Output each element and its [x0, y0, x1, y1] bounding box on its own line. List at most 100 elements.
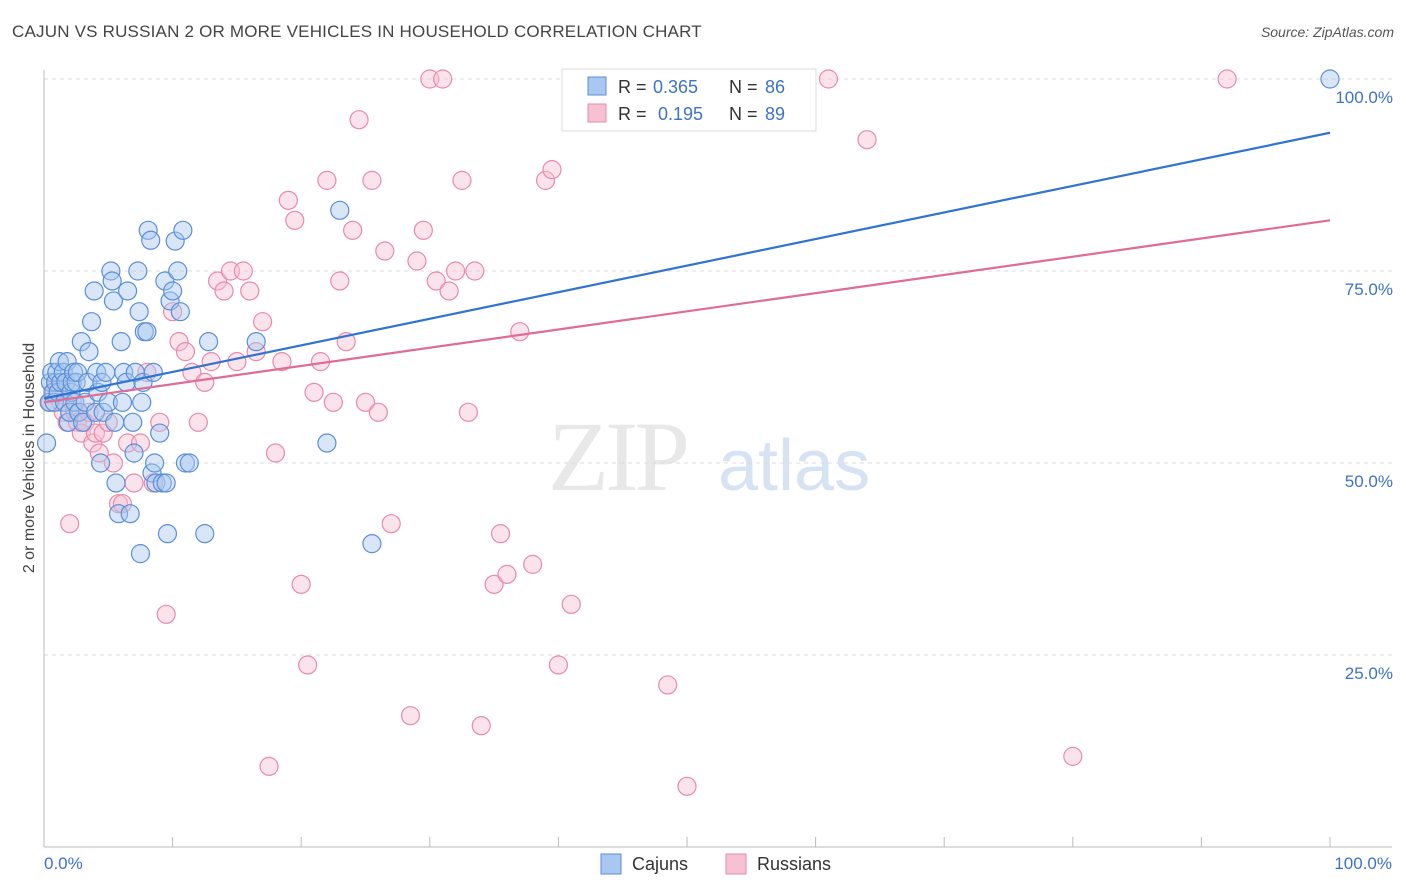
russians-point-48: [291, 574, 311, 594]
cajuns-point-28: [79, 342, 99, 362]
russians-point-80: [535, 170, 556, 190]
russians-point-57: [349, 110, 369, 130]
russians-point-83: [561, 594, 581, 614]
cajuns-point-79: [179, 453, 199, 473]
cajuns-point-45: [111, 332, 131, 352]
cajuns-point-41: [103, 291, 124, 311]
cajuns-point-73: [163, 281, 183, 301]
russians-point-46: [278, 190, 298, 210]
cajuns-point-71: [157, 524, 178, 544]
legend-cajun-swatch: [587, 76, 607, 96]
legend-cajun-n-value: 86: [765, 77, 785, 97]
cajuns-point-56: [130, 544, 151, 564]
cajuns-point-49: [117, 281, 138, 301]
y-axis-tick-labels: 25.0% 50.0% 75.0% 100.0%: [1335, 88, 1393, 683]
russians-point-62: [381, 514, 401, 534]
cajuns-point-84: [330, 200, 350, 220]
cajuns-point-85: [362, 534, 382, 554]
russians-point-17: [98, 412, 118, 432]
russians-point-86: [677, 776, 697, 796]
cajuns-point-82: [246, 332, 266, 352]
russians-point-15: [89, 443, 109, 463]
russians-point-72: [458, 402, 478, 422]
cajuns-point-30: [84, 281, 104, 301]
cajuns-point-42: [105, 412, 125, 432]
russians-point-75: [484, 574, 504, 594]
y-axis-label: 2 or more Vehicles in Household: [21, 343, 38, 573]
cajuns-point-0: [36, 433, 57, 453]
cajuns-point-23: [69, 402, 89, 422]
russians-point-14: [85, 423, 106, 443]
russians-point-36: [214, 281, 234, 301]
russians-trend-line: [43, 219, 1331, 404]
russians-point-26: [150, 412, 170, 432]
russians-point-68: [433, 69, 453, 89]
cajuns-point-60: [137, 322, 157, 342]
bottom-legend-cajun-label: Cajuns: [632, 854, 688, 874]
cajuns-point-34: [90, 453, 111, 473]
cajuns-point-76: [170, 302, 190, 322]
russians-point-33: [195, 372, 215, 392]
legend-russian-swatch: [587, 103, 607, 123]
cajuns-point-75: [168, 261, 188, 281]
russians-point-47: [285, 210, 305, 230]
cajuns-point-52: [124, 443, 144, 463]
russians-point-49: [298, 655, 318, 675]
cajuns-point-40: [102, 271, 122, 291]
cajuns-point-80: [195, 524, 215, 544]
cajuns-point-31: [85, 402, 106, 422]
cajuns-point-50: [120, 504, 140, 524]
watermark-zip: ZIP: [548, 401, 686, 512]
trend-lines: [43, 131, 1331, 404]
russians-point-40: [240, 281, 260, 301]
russians-point-22: [124, 473, 144, 493]
russians-point-59: [362, 170, 382, 190]
russians-point-60: [368, 402, 388, 422]
cajuns-point-37: [96, 362, 116, 382]
russians-point-58: [355, 392, 376, 412]
cajuns-point-74: [165, 231, 185, 251]
cajuns-point-66: [146, 473, 166, 493]
russians-point-90: [1217, 69, 1237, 89]
russians-point-69: [439, 281, 459, 301]
legend-cajun-r-value: 0.365: [653, 77, 698, 97]
cajuns-point-24: [71, 332, 91, 352]
russians-point-6: [60, 514, 80, 534]
russians-point-32: [188, 412, 208, 432]
cajuns-point-62: [141, 230, 161, 250]
legend-russian-r-value: 0.195: [658, 104, 703, 124]
cajuns-point-86: [1320, 69, 1340, 89]
series-legend: Cajuns Russians: [600, 853, 831, 875]
russians-point-54: [330, 271, 350, 291]
russians-point-63: [400, 706, 421, 726]
russians-point-89: [1063, 746, 1083, 766]
russians-point-76: [490, 524, 511, 544]
russians-points: [40, 69, 1237, 796]
russians-point-12: [79, 402, 99, 422]
russians-point-52: [317, 170, 337, 190]
y-tick-label-50: 50.0%: [1345, 472, 1393, 491]
russians-point-81: [542, 160, 562, 180]
russians-point-70: [445, 261, 466, 281]
correlation-legend: R = 0.365 N = 86 R = 0.195 N = 89: [561, 68, 817, 132]
cajuns-point-64: [143, 362, 163, 382]
cajuns-point-65: [144, 453, 165, 473]
russians-point-67: [426, 271, 446, 291]
cajuns-point-54: [128, 261, 148, 281]
watermark-atlas: atlas: [718, 426, 870, 506]
y-tick-label-75: 75.0%: [1345, 280, 1393, 299]
legend-russian-n-label: N =: [729, 104, 758, 124]
cajuns-trend-line: [43, 131, 1331, 400]
russians-point-77: [497, 564, 517, 584]
x-axis-ticks: [43, 837, 1331, 847]
legend-cajun-n-label: N =: [729, 77, 758, 97]
russians-point-50: [304, 382, 324, 402]
russians-point-78: [510, 322, 530, 342]
x-tick-label-min: 0.0%: [44, 854, 83, 873]
russians-point-56: [343, 220, 363, 240]
cajuns-point-51: [123, 412, 143, 432]
russians-point-65: [413, 220, 433, 240]
russians-point-85: [658, 675, 678, 695]
russians-point-29: [169, 332, 189, 352]
